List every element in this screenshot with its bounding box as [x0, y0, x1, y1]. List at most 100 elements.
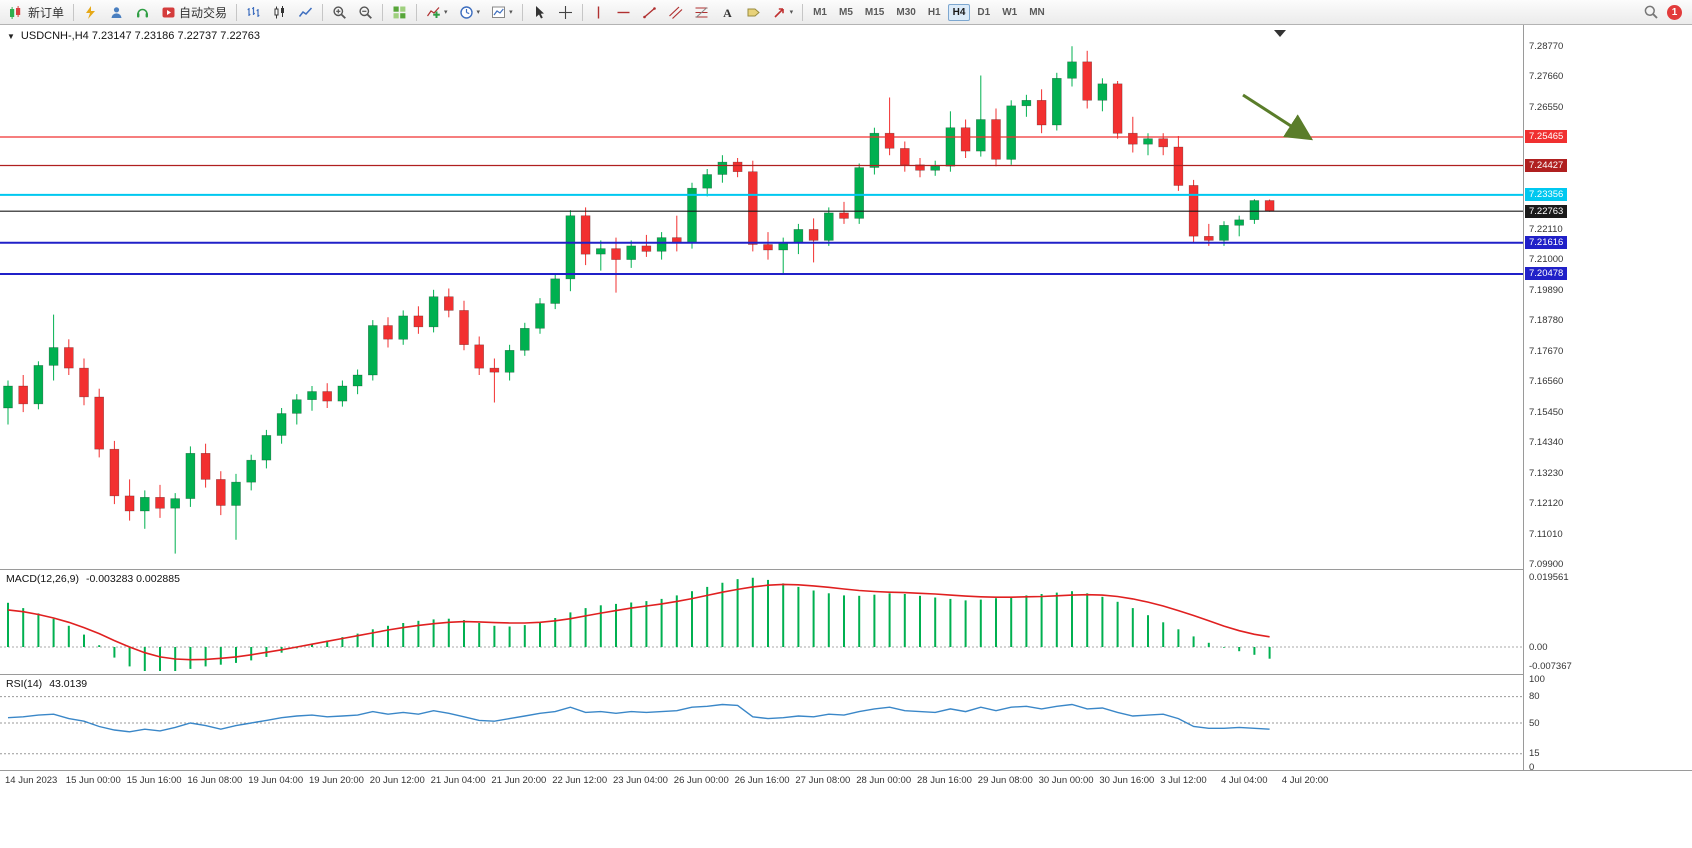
indicators-icon: [427, 6, 440, 18]
candlestick-chart[interactable]: [0, 25, 1523, 569]
macd-tick-label: 0.019561: [1529, 572, 1569, 584]
timeframe-w1[interactable]: W1: [1002, 6, 1018, 18]
chart-window: ▼ USDCNH-,H4 7.23147 7.23186 7.22737 7.2…: [0, 25, 1692, 848]
zoom-out-icon: [359, 5, 372, 19]
price-tick-label: 7.17670: [1529, 345, 1564, 357]
timeframe-d1[interactable]: D1: [977, 6, 991, 18]
zoom-in-icon: [333, 5, 346, 19]
user-icon: [111, 6, 122, 18]
rsi-tick-label: 100: [1529, 673, 1545, 685]
chevron-down-icon: ▾: [509, 8, 513, 16]
user-button[interactable]: [104, 0, 129, 24]
price-line-badge: 7.24427: [1525, 158, 1568, 172]
label-tool-button[interactable]: [741, 0, 766, 24]
channel-tool-button[interactable]: [663, 0, 688, 24]
price-tick-label: 7.12120: [1529, 498, 1564, 510]
price-axis[interactable]: 7.287707.276607.265507.254407.243307.232…: [1523, 25, 1692, 773]
price-tick-label: 7.16560: [1529, 376, 1564, 388]
vertical-line-icon: [597, 6, 599, 18]
price-line-badge: 7.25465: [1525, 130, 1568, 144]
trendline-tool-button[interactable]: [637, 0, 662, 24]
svg-text:A: A: [723, 6, 732, 20]
lightning-icon: [86, 5, 96, 19]
price-tick-label: 7.19890: [1529, 284, 1564, 296]
auto-trading-icon: [162, 7, 175, 17]
separator: [382, 3, 384, 21]
rsi-tick-label: 50: [1529, 717, 1540, 729]
time-tick-label: 21 Jun 04:00: [430, 775, 486, 786]
clock-icon: [459, 5, 473, 19]
indicators-dropdown-button[interactable]: ▾: [421, 0, 453, 24]
pane-splitter[interactable]: [0, 569, 1692, 570]
timeframe-h4[interactable]: H4: [947, 3, 971, 21]
search-button[interactable]: [1638, 0, 1664, 24]
fibonacci-tool-button[interactable]: [689, 0, 714, 24]
price-tick-label: 7.27660: [1529, 71, 1564, 83]
auto-trading-label: 自动交易: [179, 5, 228, 20]
vertical-line-tool-button[interactable]: [587, 0, 610, 24]
pane-splitter[interactable]: [0, 674, 1692, 675]
macd-title: MACD(12,26,9): [6, 573, 79, 585]
time-tick-label: 19 Jun 04:00: [248, 775, 304, 786]
crosshair-button[interactable]: [553, 0, 578, 24]
arrows-dropdown-button[interactable]: ▾: [767, 0, 799, 24]
macd-chart[interactable]: [0, 570, 1523, 674]
lightning-button[interactable]: [78, 0, 103, 24]
auto-trading-button[interactable]: 自动交易: [156, 0, 232, 24]
headset-icon: [137, 8, 149, 17]
macd-pane[interactable]: MACD(12,26,9) -0.003283 0.002885: [0, 570, 1523, 674]
macd-tick-label: 0.00: [1529, 641, 1548, 653]
chart-menu-caret-icon[interactable]: ▼: [7, 31, 15, 41]
price-tick-label: 7.15450: [1529, 406, 1564, 418]
zoom-in-button[interactable]: [327, 0, 352, 24]
time-tick-label: 28 Jun 16:00: [917, 775, 972, 786]
new-order-button[interactable]: 新订单: [4, 0, 69, 24]
main-chart-pane[interactable]: ▼ USDCNH-,H4 7.23147 7.23186 7.22737 7.2…: [0, 25, 1523, 569]
separator: [416, 3, 418, 21]
horizontal-line-tool-button[interactable]: [611, 0, 636, 24]
arrow-tool-icon: [774, 7, 784, 18]
separator: [581, 3, 583, 21]
time-tick-label: 30 Jun 00:00: [1038, 775, 1094, 786]
chart-title: USDCNH-,H4 7.23147 7.23186 7.22737 7.227…: [20, 30, 261, 42]
candlestick-chart-icon: [274, 5, 285, 18]
timeframe-m15[interactable]: M15: [864, 6, 885, 18]
line-chart-button[interactable]: [293, 0, 318, 24]
horizontal-line-icon: [617, 11, 630, 13]
periods-dropdown-button[interactable]: ▾: [454, 0, 486, 24]
bar-chart-button[interactable]: [241, 0, 266, 24]
time-axis[interactable]: 14 Jun 2023 15 Jun 00:00 15 Jun 16:00 16 Ju…: [0, 770, 1692, 793]
candlestick-chart-button[interactable]: [267, 0, 292, 24]
time-tick-label: 23 Jun 04:00: [613, 775, 668, 786]
price-tick-label: 7.22110: [1529, 223, 1563, 235]
rsi-chart[interactable]: [0, 675, 1523, 769]
text-tool-button[interactable]: A: [715, 0, 740, 24]
tile-windows-button[interactable]: [387, 0, 412, 24]
headset-button[interactable]: [130, 0, 155, 24]
timeframe-h1[interactable]: H1: [927, 6, 941, 18]
rsi-value: 43.0139: [49, 678, 88, 690]
cursor-button[interactable]: [527, 0, 552, 24]
time-tick-label: 27 Jun 08:00: [795, 775, 851, 786]
timeframe-mn[interactable]: MN: [1029, 6, 1045, 18]
time-tick-label: 26 Jun 00:00: [673, 775, 729, 786]
timeframe-m5[interactable]: M5: [839, 6, 853, 18]
timeframe-m30[interactable]: M30: [896, 6, 916, 18]
toolbar: 新订单 自动交易: [0, 0, 1692, 25]
time-tick-label: 28 Jun 00:00: [856, 775, 912, 786]
notification-badge[interactable]: 1: [1667, 4, 1682, 20]
separator: [73, 3, 75, 21]
time-tick-label: 4 Jul 20:00: [1281, 775, 1329, 786]
macd-values: -0.003283 0.002885: [85, 573, 180, 585]
price-line-badge: 7.21616: [1525, 236, 1568, 250]
templates-dropdown-button[interactable]: ▾: [486, 0, 518, 24]
time-tick-label: 15 Jun 00:00: [65, 775, 121, 786]
macd-tick-label: -0.007367: [1529, 660, 1572, 672]
separator: [322, 3, 324, 21]
rsi-pane[interactable]: RSI(14) 43.0139: [0, 675, 1523, 769]
rsi-title: RSI(14): [6, 678, 43, 690]
timeframe-group: M1 M5 M15 M30 H1 H4 D1 W1 MN: [807, 3, 1051, 21]
zoom-out-button[interactable]: [353, 0, 378, 24]
channel-icon: [668, 6, 682, 19]
timeframe-m1[interactable]: M1: [813, 6, 827, 18]
